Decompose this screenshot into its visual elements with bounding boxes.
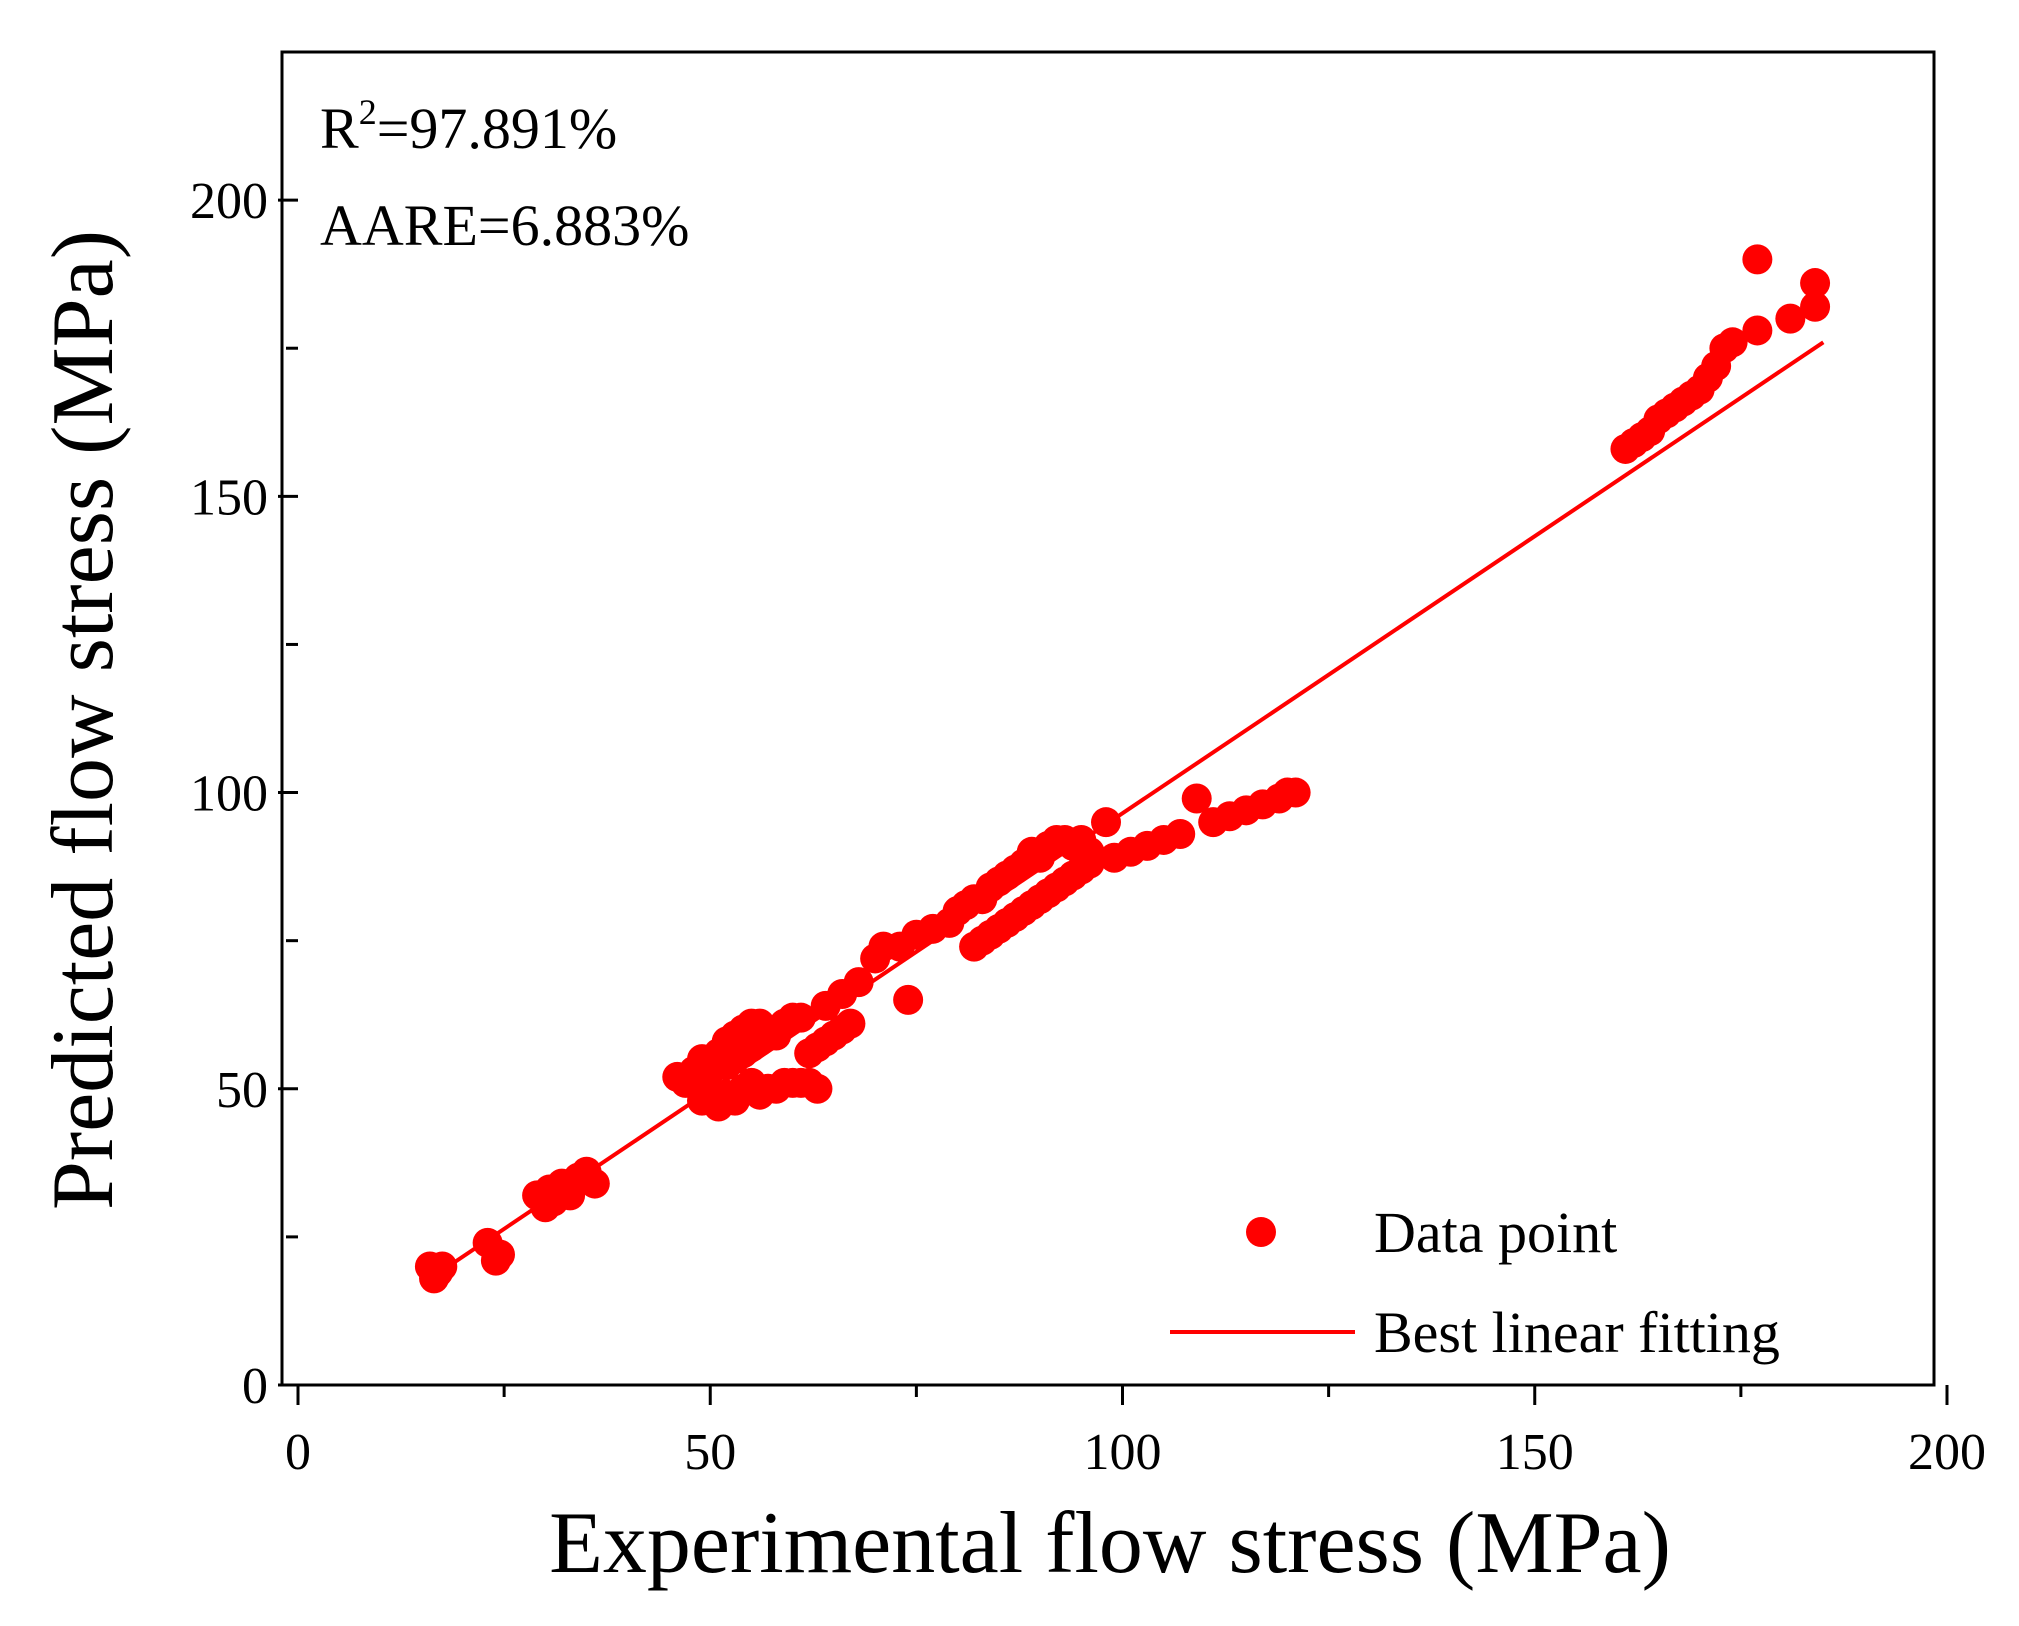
y-tick-label: 100 xyxy=(190,766,268,823)
x-tick-label: 100 xyxy=(1084,1424,1162,1481)
data-point xyxy=(843,967,874,998)
data-point xyxy=(1280,777,1311,808)
y-tick-label: 150 xyxy=(190,469,268,526)
x-tick-label: 0 xyxy=(285,1424,311,1481)
data-point xyxy=(1074,848,1105,879)
y-tick-label: 0 xyxy=(242,1358,268,1415)
y-tick-label: 50 xyxy=(216,1062,268,1119)
axis-ticks: 0 50 100 150 200 0 50 100 150 200 xyxy=(190,50,1986,1481)
data-point xyxy=(579,1168,610,1199)
data-point xyxy=(1742,315,1773,346)
data-point xyxy=(802,1073,833,1104)
aare-annotation: AARE=6.883% xyxy=(320,193,689,258)
data-point xyxy=(1775,303,1806,334)
plot-frame xyxy=(280,50,1936,1387)
y-axis-title: Predicted flow stress (MPa) xyxy=(35,230,132,1210)
data-point xyxy=(835,1008,866,1039)
best-fit-line xyxy=(420,340,1825,1286)
data-point xyxy=(1742,244,1773,275)
fit-line-layer xyxy=(420,340,1825,1286)
y-tick-label: 200 xyxy=(190,173,268,230)
data-point xyxy=(1800,291,1831,322)
data-point xyxy=(1165,819,1196,850)
x-axis-title: Experimental flow stress (MPa) xyxy=(549,1495,1671,1592)
legend-marker xyxy=(1246,1217,1276,1247)
legend-label-data-point: Data point xyxy=(1374,1200,1617,1265)
data-points xyxy=(414,244,1831,1294)
data-point xyxy=(485,1239,516,1270)
data-point xyxy=(1181,783,1212,814)
data-point xyxy=(1717,327,1748,358)
r2-annotation: R2=97.891% xyxy=(320,92,617,161)
legend-label-fit: Best linear fitting xyxy=(1374,1300,1780,1365)
x-tick-label: 150 xyxy=(1496,1424,1574,1481)
x-tick-label: 200 xyxy=(1908,1424,1986,1481)
x-tick-label: 50 xyxy=(684,1424,736,1481)
legend: Data point Best linear fitting xyxy=(1170,1200,1780,1365)
data-point xyxy=(893,984,924,1015)
data-point xyxy=(1800,268,1831,299)
